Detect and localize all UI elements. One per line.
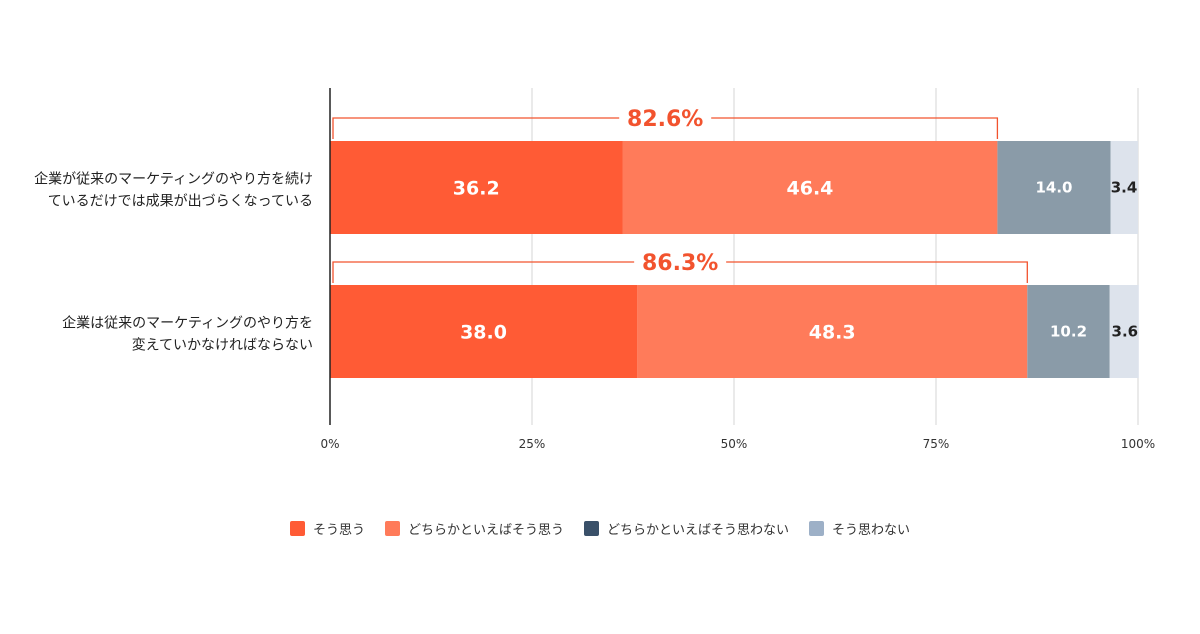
legend-swatch-strongly-agree: [289, 521, 305, 536]
category-label: 企業は従来のマーケティングのやり方を: [62, 315, 313, 332]
legend-item: そう思う: [289, 519, 365, 538]
x-tick-label: 75%: [923, 437, 950, 451]
total-label: 86.3%: [642, 251, 718, 276]
legend-item: そう思わない: [809, 519, 910, 538]
bar-segment: [1109, 285, 1139, 378]
data-label: 10.2: [1050, 323, 1087, 341]
legend-swatch-disagree: [809, 521, 825, 536]
bar-segment: [1027, 285, 1110, 378]
legend-label: そう思わない: [832, 523, 911, 538]
bar-segment: [330, 141, 623, 234]
bar-segment: [622, 141, 998, 234]
x-tick-label: 0%: [320, 437, 339, 451]
data-label: 36.2: [453, 178, 500, 200]
total-label-bg: [634, 247, 727, 277]
data-label: 3.6: [1112, 323, 1139, 341]
category-label: 変えていかなければならない: [132, 337, 313, 354]
legend-label: どちらかといえばそう思わない: [607, 523, 790, 538]
legend-item: どちらかといえばそう思う: [384, 519, 564, 538]
legend-label: そう思う: [312, 523, 365, 538]
data-label: 46.4: [787, 178, 834, 200]
category-label: 企業が従来のマーケティングのやり方を続け: [34, 171, 313, 188]
bar-segment: [997, 141, 1111, 234]
legend-label: どちらかといえばそう思う: [407, 523, 564, 538]
total-label-bg: [619, 103, 712, 133]
data-label: 38.0: [460, 322, 507, 344]
x-tick-label: 25%: [519, 437, 546, 451]
x-tick-label: 100%: [1121, 437, 1155, 451]
bar-segment: [1110, 141, 1138, 234]
legend-item: どちらかといえばそう思わない: [584, 519, 789, 538]
bar-segment: [637, 285, 1028, 378]
legend-swatch-somewhat-agree: [384, 521, 400, 536]
legend-swatch-somewhat-disagree: [584, 521, 599, 536]
data-label: 14.0: [1035, 179, 1072, 197]
total-label: 82.6%: [627, 107, 703, 132]
category-label: ているだけでは成果が出づらくなっている: [48, 194, 313, 210]
data-label: 3.4: [1111, 179, 1138, 197]
x-tick-label: 50%: [721, 437, 748, 451]
data-label: 48.3: [809, 322, 856, 344]
bar-segment: [330, 285, 638, 378]
chart-legend: そう思う どちらかといえばそう思う どちらかといえばそう思わない そう思わない: [0, 519, 1200, 538]
